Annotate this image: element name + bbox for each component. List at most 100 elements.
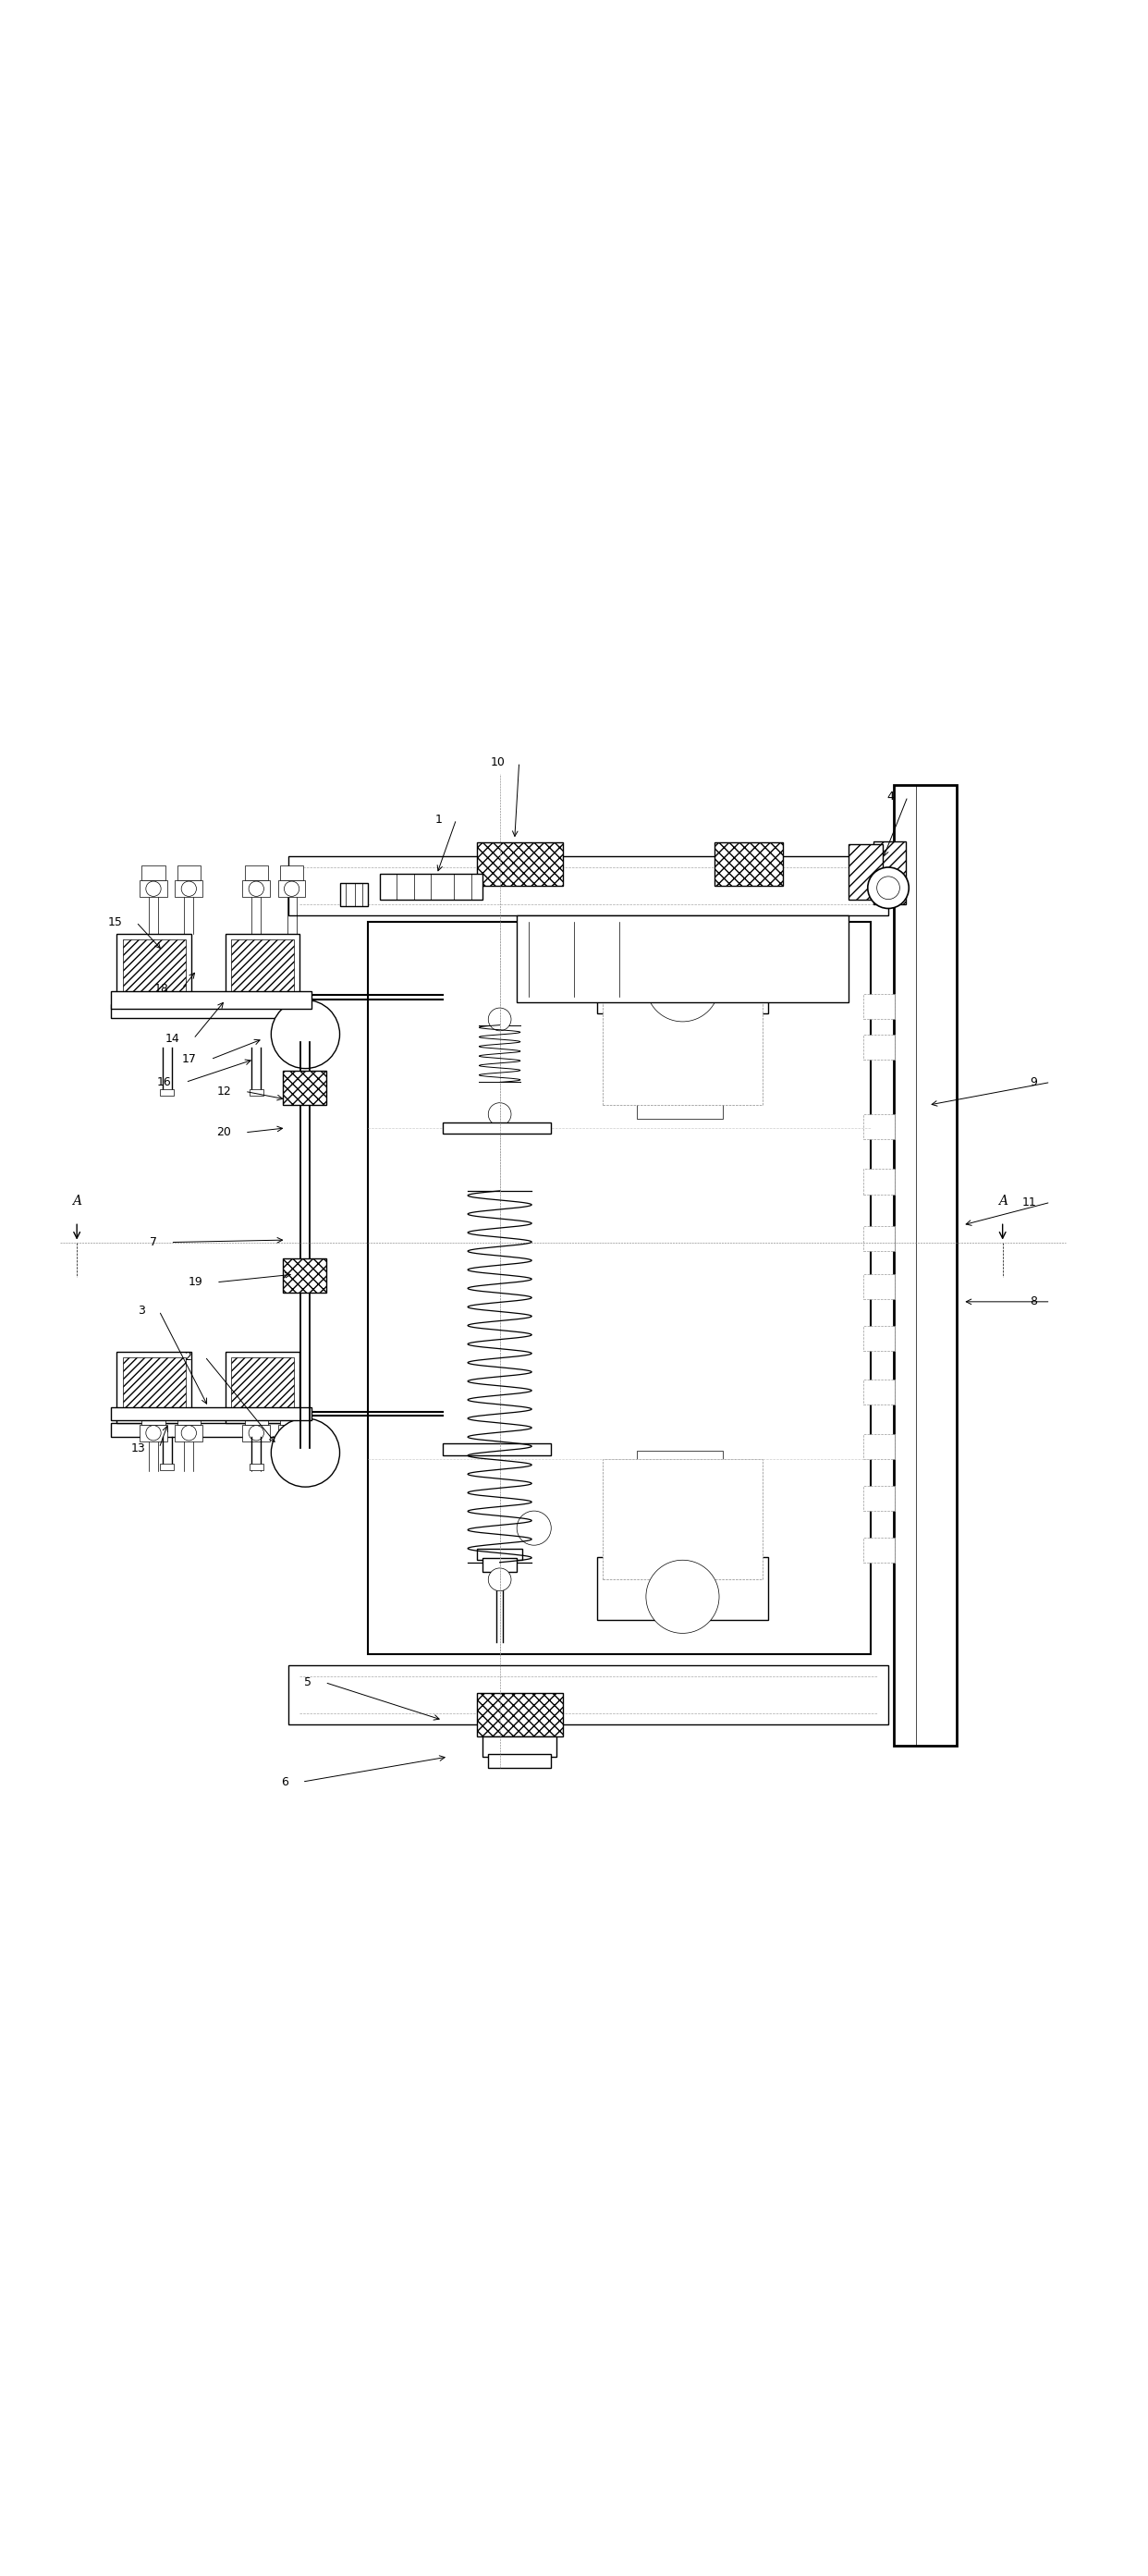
Bar <box>603 984 762 1105</box>
Bar <box>242 881 270 896</box>
Text: 3: 3 <box>138 1306 146 1316</box>
Bar <box>177 866 201 881</box>
Bar <box>117 933 191 1005</box>
Bar <box>443 1443 551 1455</box>
Text: 1: 1 <box>435 814 443 824</box>
Bar <box>603 1461 762 1579</box>
Bar <box>161 1090 174 1095</box>
Circle shape <box>181 1425 196 1440</box>
Bar <box>141 866 165 881</box>
Circle shape <box>646 948 719 1023</box>
Bar <box>894 786 957 1747</box>
Bar <box>278 1425 305 1440</box>
Circle shape <box>517 1512 551 1546</box>
Bar <box>863 1486 895 1512</box>
Bar <box>111 1005 311 1018</box>
Bar <box>597 951 768 1012</box>
Bar <box>141 1409 165 1425</box>
Text: 8: 8 <box>1030 1296 1037 1309</box>
Text: A: A <box>72 1195 82 1208</box>
Bar <box>614 1007 751 1082</box>
Bar <box>476 1548 522 1561</box>
Bar <box>380 873 482 899</box>
Text: 14: 14 <box>165 1033 180 1046</box>
Bar <box>282 1257 326 1293</box>
Bar <box>863 1538 895 1564</box>
Bar <box>231 940 294 999</box>
Bar <box>488 1754 551 1767</box>
Bar <box>111 1422 311 1437</box>
Text: 7: 7 <box>149 1236 157 1249</box>
Bar <box>278 881 305 896</box>
Bar <box>597 1556 768 1620</box>
Bar <box>249 1090 263 1095</box>
Bar <box>176 1425 202 1440</box>
Circle shape <box>877 876 900 899</box>
Bar <box>863 1327 895 1350</box>
Circle shape <box>249 881 264 896</box>
Bar <box>242 1425 270 1440</box>
Text: A: A <box>998 1195 1007 1208</box>
Bar <box>863 1226 895 1252</box>
Bar <box>123 940 186 999</box>
Circle shape <box>488 1007 511 1030</box>
Circle shape <box>249 1425 264 1440</box>
Circle shape <box>488 1103 511 1126</box>
Bar <box>225 1352 300 1422</box>
Bar <box>231 1358 294 1417</box>
Bar <box>176 881 202 896</box>
Circle shape <box>488 1569 511 1592</box>
Text: 19: 19 <box>188 1275 202 1288</box>
Bar <box>637 1450 722 1484</box>
Bar <box>714 842 783 886</box>
Bar <box>443 1123 551 1133</box>
Text: 6: 6 <box>281 1775 288 1788</box>
Bar <box>369 922 871 1654</box>
Bar <box>874 840 906 904</box>
Circle shape <box>271 1419 340 1486</box>
Bar <box>111 1406 311 1419</box>
Bar <box>863 1115 895 1139</box>
Bar <box>288 855 889 914</box>
Circle shape <box>146 881 161 896</box>
Bar <box>117 1352 191 1422</box>
Text: 4: 4 <box>886 791 894 801</box>
Bar <box>848 845 883 899</box>
Bar <box>476 842 563 886</box>
Circle shape <box>285 881 300 896</box>
Bar <box>863 1170 895 1195</box>
Bar <box>111 992 311 1010</box>
Circle shape <box>146 1425 161 1440</box>
Bar <box>288 1664 889 1726</box>
Bar <box>140 1425 168 1440</box>
Bar <box>340 884 369 907</box>
Text: 10: 10 <box>490 757 505 768</box>
Circle shape <box>868 868 909 909</box>
Text: 9: 9 <box>1030 1077 1037 1087</box>
Bar <box>863 1275 895 1298</box>
Bar <box>482 1558 517 1571</box>
Text: 17: 17 <box>183 1054 196 1066</box>
Bar <box>161 1463 174 1471</box>
Bar <box>140 881 168 896</box>
Bar <box>282 1072 326 1105</box>
Bar <box>863 1435 895 1461</box>
Bar <box>177 1409 201 1425</box>
Bar <box>280 1409 303 1425</box>
Bar <box>225 933 300 1005</box>
Text: 16: 16 <box>157 1077 172 1087</box>
Circle shape <box>271 999 340 1069</box>
Bar <box>249 1463 263 1471</box>
Bar <box>482 1736 557 1757</box>
Text: 13: 13 <box>131 1443 146 1453</box>
Text: 12: 12 <box>217 1084 231 1097</box>
Text: 18: 18 <box>154 981 169 994</box>
Circle shape <box>646 1561 719 1633</box>
Bar <box>476 1692 563 1736</box>
Bar <box>863 1381 895 1404</box>
Bar <box>614 1481 751 1556</box>
Bar <box>245 1409 267 1425</box>
Text: 20: 20 <box>217 1126 231 1139</box>
Text: 11: 11 <box>1023 1195 1037 1208</box>
Bar <box>123 1358 186 1417</box>
